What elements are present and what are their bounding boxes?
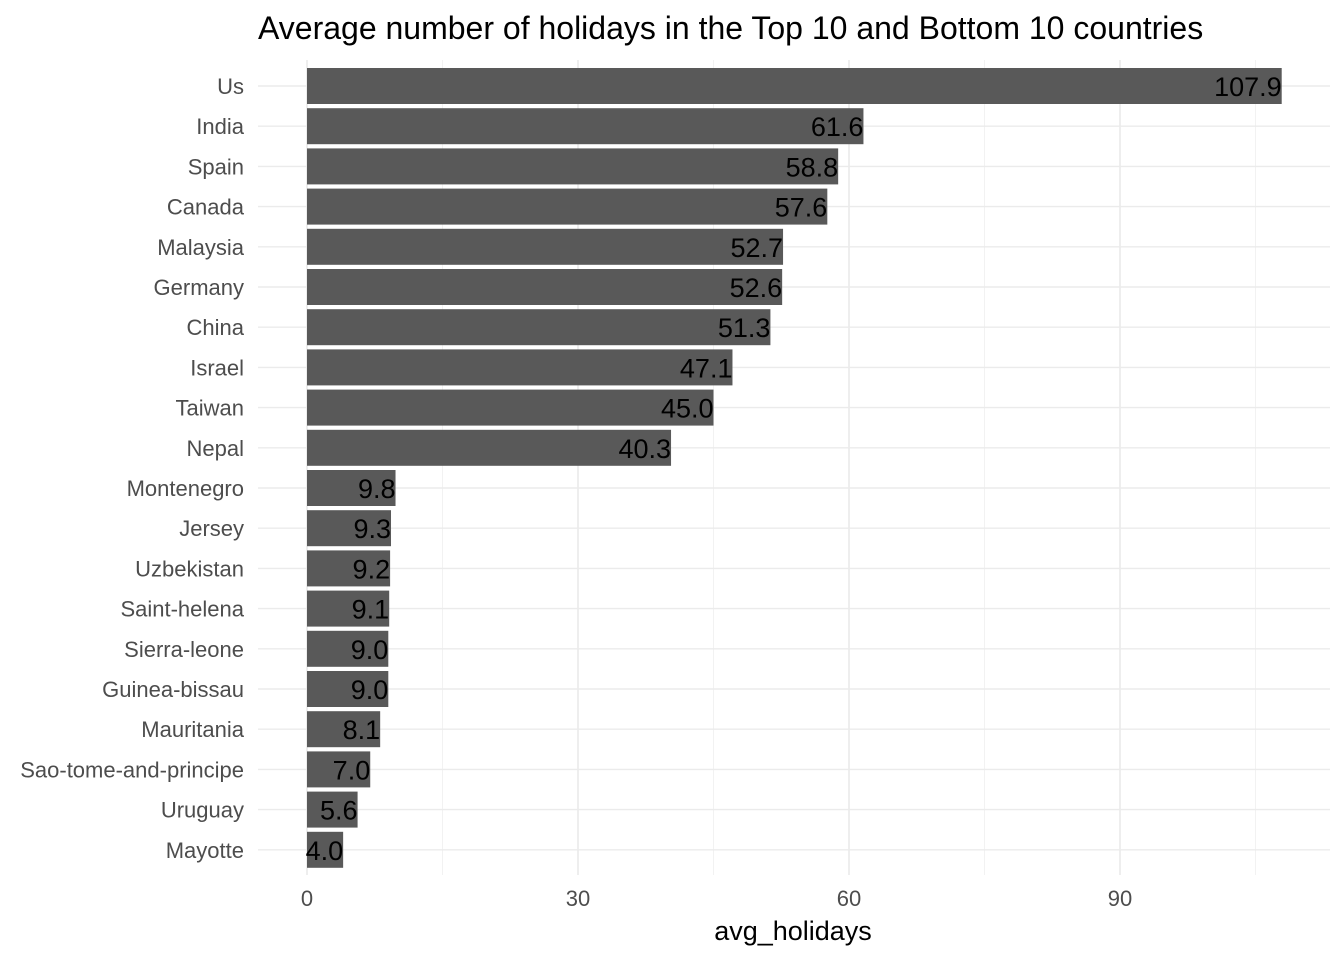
bar xyxy=(307,671,389,707)
bar-value-label: 5.6 xyxy=(320,796,358,826)
category-label: Uzbekistan xyxy=(135,556,244,581)
bar xyxy=(307,429,672,466)
category-label: Sao-tome-and-principe xyxy=(20,757,244,782)
x-tick-label: 30 xyxy=(566,886,590,911)
category-label: Mayotte xyxy=(166,838,244,863)
bar-value-label: 9.0 xyxy=(351,675,389,705)
category-label: Nepal xyxy=(187,436,244,461)
bar xyxy=(307,349,733,386)
bar xyxy=(307,510,392,547)
bar-value-label: 9.2 xyxy=(353,554,391,584)
bar-value-label: 9.8 xyxy=(358,474,396,504)
bar xyxy=(307,470,396,506)
bar xyxy=(307,269,783,305)
bar xyxy=(307,309,771,346)
bar xyxy=(307,711,381,748)
category-label: Uruguay xyxy=(161,798,244,823)
category-label: Saint-helena xyxy=(120,597,244,622)
bar-value-label: 61.6 xyxy=(811,112,864,142)
category-label: Sierra-leone xyxy=(124,637,244,662)
bar-value-label: 40.3 xyxy=(618,434,671,464)
bar-value-label: 58.8 xyxy=(786,152,839,182)
category-label: Germany xyxy=(154,275,244,300)
category-labels: Us India Spain Canada Malaysia Germany China Is… xyxy=(20,74,245,863)
category-label: Canada xyxy=(167,195,245,220)
bar-value-label: 51.3 xyxy=(718,313,771,343)
category-label: Taiwan xyxy=(176,396,244,421)
x-tick-label: 0 xyxy=(301,886,313,911)
category-label: Us xyxy=(217,74,244,99)
category-label: Spain xyxy=(188,154,244,179)
bar xyxy=(307,108,864,145)
x-tick-labels: 0 30 60 90 xyxy=(301,886,1132,911)
bar xyxy=(307,188,828,225)
category-label: Montenegro xyxy=(127,476,244,501)
bar xyxy=(307,751,371,788)
category-label: Israel xyxy=(190,355,244,380)
category-label: Guinea-bissau xyxy=(102,677,244,702)
bar xyxy=(307,389,714,426)
bar-value-label: 8.1 xyxy=(343,715,381,745)
bar xyxy=(307,68,1282,104)
bar xyxy=(307,228,784,265)
bar-value-label: 9.0 xyxy=(351,635,389,665)
x-tick-label: 90 xyxy=(1108,886,1132,911)
bar-value-label: 9.3 xyxy=(353,514,391,544)
x-axis-title: avg_holidays xyxy=(714,916,872,946)
bar-value-label: 107.9 xyxy=(1214,72,1282,102)
category-label: Malaysia xyxy=(157,235,245,260)
x-tick-label: 60 xyxy=(837,886,861,911)
bar-value-label: 57.6 xyxy=(775,193,828,223)
bar xyxy=(307,148,839,185)
category-label: China xyxy=(187,315,245,340)
bar-value-label: 52.6 xyxy=(730,273,783,303)
bar-layer xyxy=(307,68,1282,868)
bar-value-label: 45.0 xyxy=(661,394,714,424)
bar xyxy=(307,831,344,868)
bar-value-label: 4.0 xyxy=(306,836,344,866)
bar xyxy=(307,791,358,828)
bar xyxy=(307,630,389,667)
bar-value-label: 9.1 xyxy=(352,595,390,625)
category-label: Jersey xyxy=(179,516,244,541)
category-label: India xyxy=(196,114,244,139)
value-labels: 107.9 61.6 58.8 57.6 52.7 52.6 51.3 47.1 45.0 40.… xyxy=(306,72,1282,866)
chart-title: Average number of holidays in the Top 10… xyxy=(258,10,1204,46)
bar-value-label: 52.7 xyxy=(730,233,783,263)
bar xyxy=(307,590,390,627)
bar-value-label: 47.1 xyxy=(680,353,733,383)
bar-value-label: 7.0 xyxy=(333,755,371,785)
category-label: Mauritania xyxy=(141,717,244,742)
bar xyxy=(307,550,391,587)
